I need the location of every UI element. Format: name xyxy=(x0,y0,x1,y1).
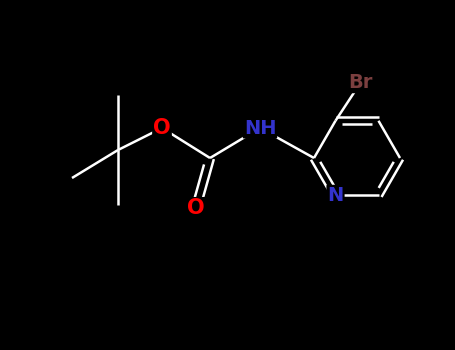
Text: Br: Br xyxy=(349,73,373,92)
Text: O: O xyxy=(153,118,171,138)
Text: O: O xyxy=(187,198,205,218)
Text: NH: NH xyxy=(244,119,276,138)
Text: N: N xyxy=(328,186,344,205)
